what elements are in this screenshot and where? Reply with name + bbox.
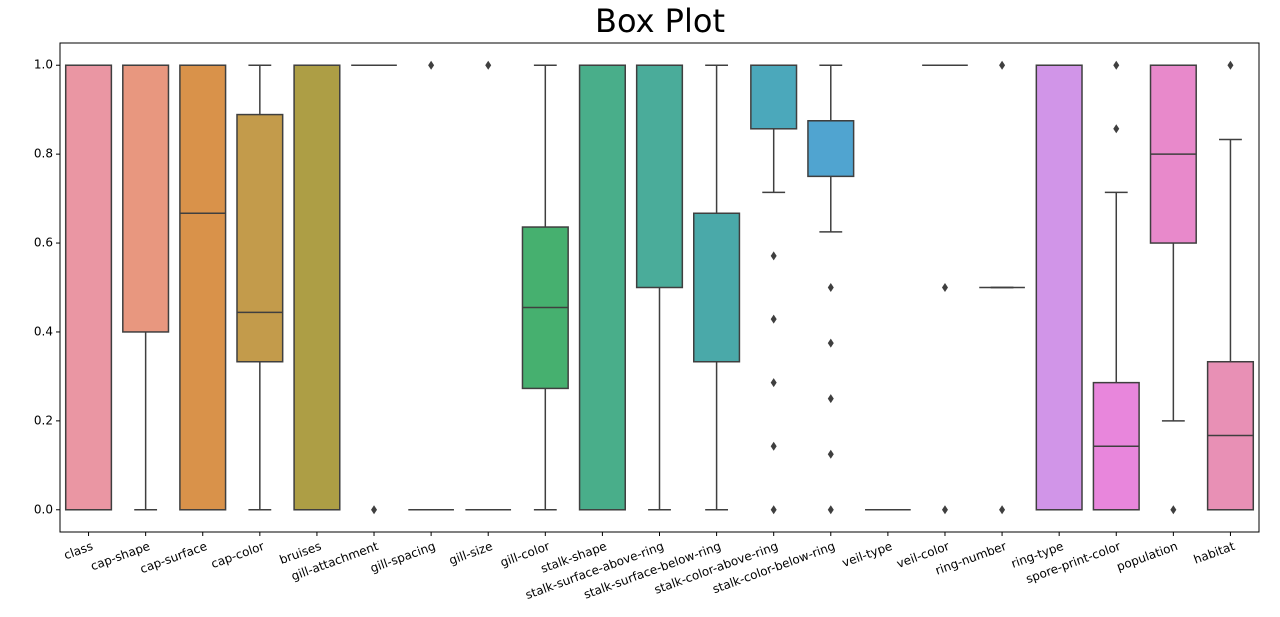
x-tick-label: gill-size [447, 539, 494, 568]
outlier [1113, 124, 1120, 134]
outlier [827, 505, 834, 515]
x-tick-label: habitat [1192, 539, 1237, 567]
box [179, 64, 227, 511]
outlier [1170, 505, 1177, 515]
plot-frame [59, 42, 1260, 533]
y-tick-label: 0.8 [34, 147, 53, 161]
y-tick-label: 1.0 [34, 58, 53, 72]
outlier [941, 283, 948, 292]
box [807, 120, 855, 178]
outlier [827, 449, 834, 459]
outlier [999, 505, 1006, 515]
x-tick-label: population [1115, 539, 1180, 574]
outlier [770, 378, 777, 388]
box [693, 212, 741, 363]
outlier [999, 60, 1006, 70]
y-tick-label: 0.6 [34, 236, 53, 250]
chart-title: Box Plot [595, 2, 725, 40]
outlier [428, 60, 435, 70]
outlier [1227, 60, 1234, 70]
y-tick-label: 0.0 [34, 502, 53, 516]
outlier [770, 505, 777, 515]
outlier [1113, 60, 1120, 70]
box [1035, 64, 1083, 511]
outlier [941, 505, 948, 515]
x-tick-label: cap-color [209, 539, 266, 571]
y-tick-label: 0.2 [34, 413, 53, 427]
outlier [827, 394, 834, 404]
box [578, 64, 626, 511]
outlier [485, 60, 492, 70]
outlier [827, 338, 834, 348]
box [293, 64, 341, 511]
box [64, 64, 113, 511]
outlier [770, 314, 777, 324]
x-tick-label: veil-type [840, 539, 894, 570]
x-tick-label: gill-spacing [368, 539, 437, 576]
outlier [770, 251, 777, 261]
box [236, 113, 284, 363]
box [122, 64, 170, 333]
box [750, 64, 798, 130]
outlier [770, 441, 777, 451]
outlier [827, 283, 834, 292]
y-tick-label: 0.4 [34, 324, 53, 338]
box [635, 64, 684, 289]
outlier [371, 505, 378, 515]
